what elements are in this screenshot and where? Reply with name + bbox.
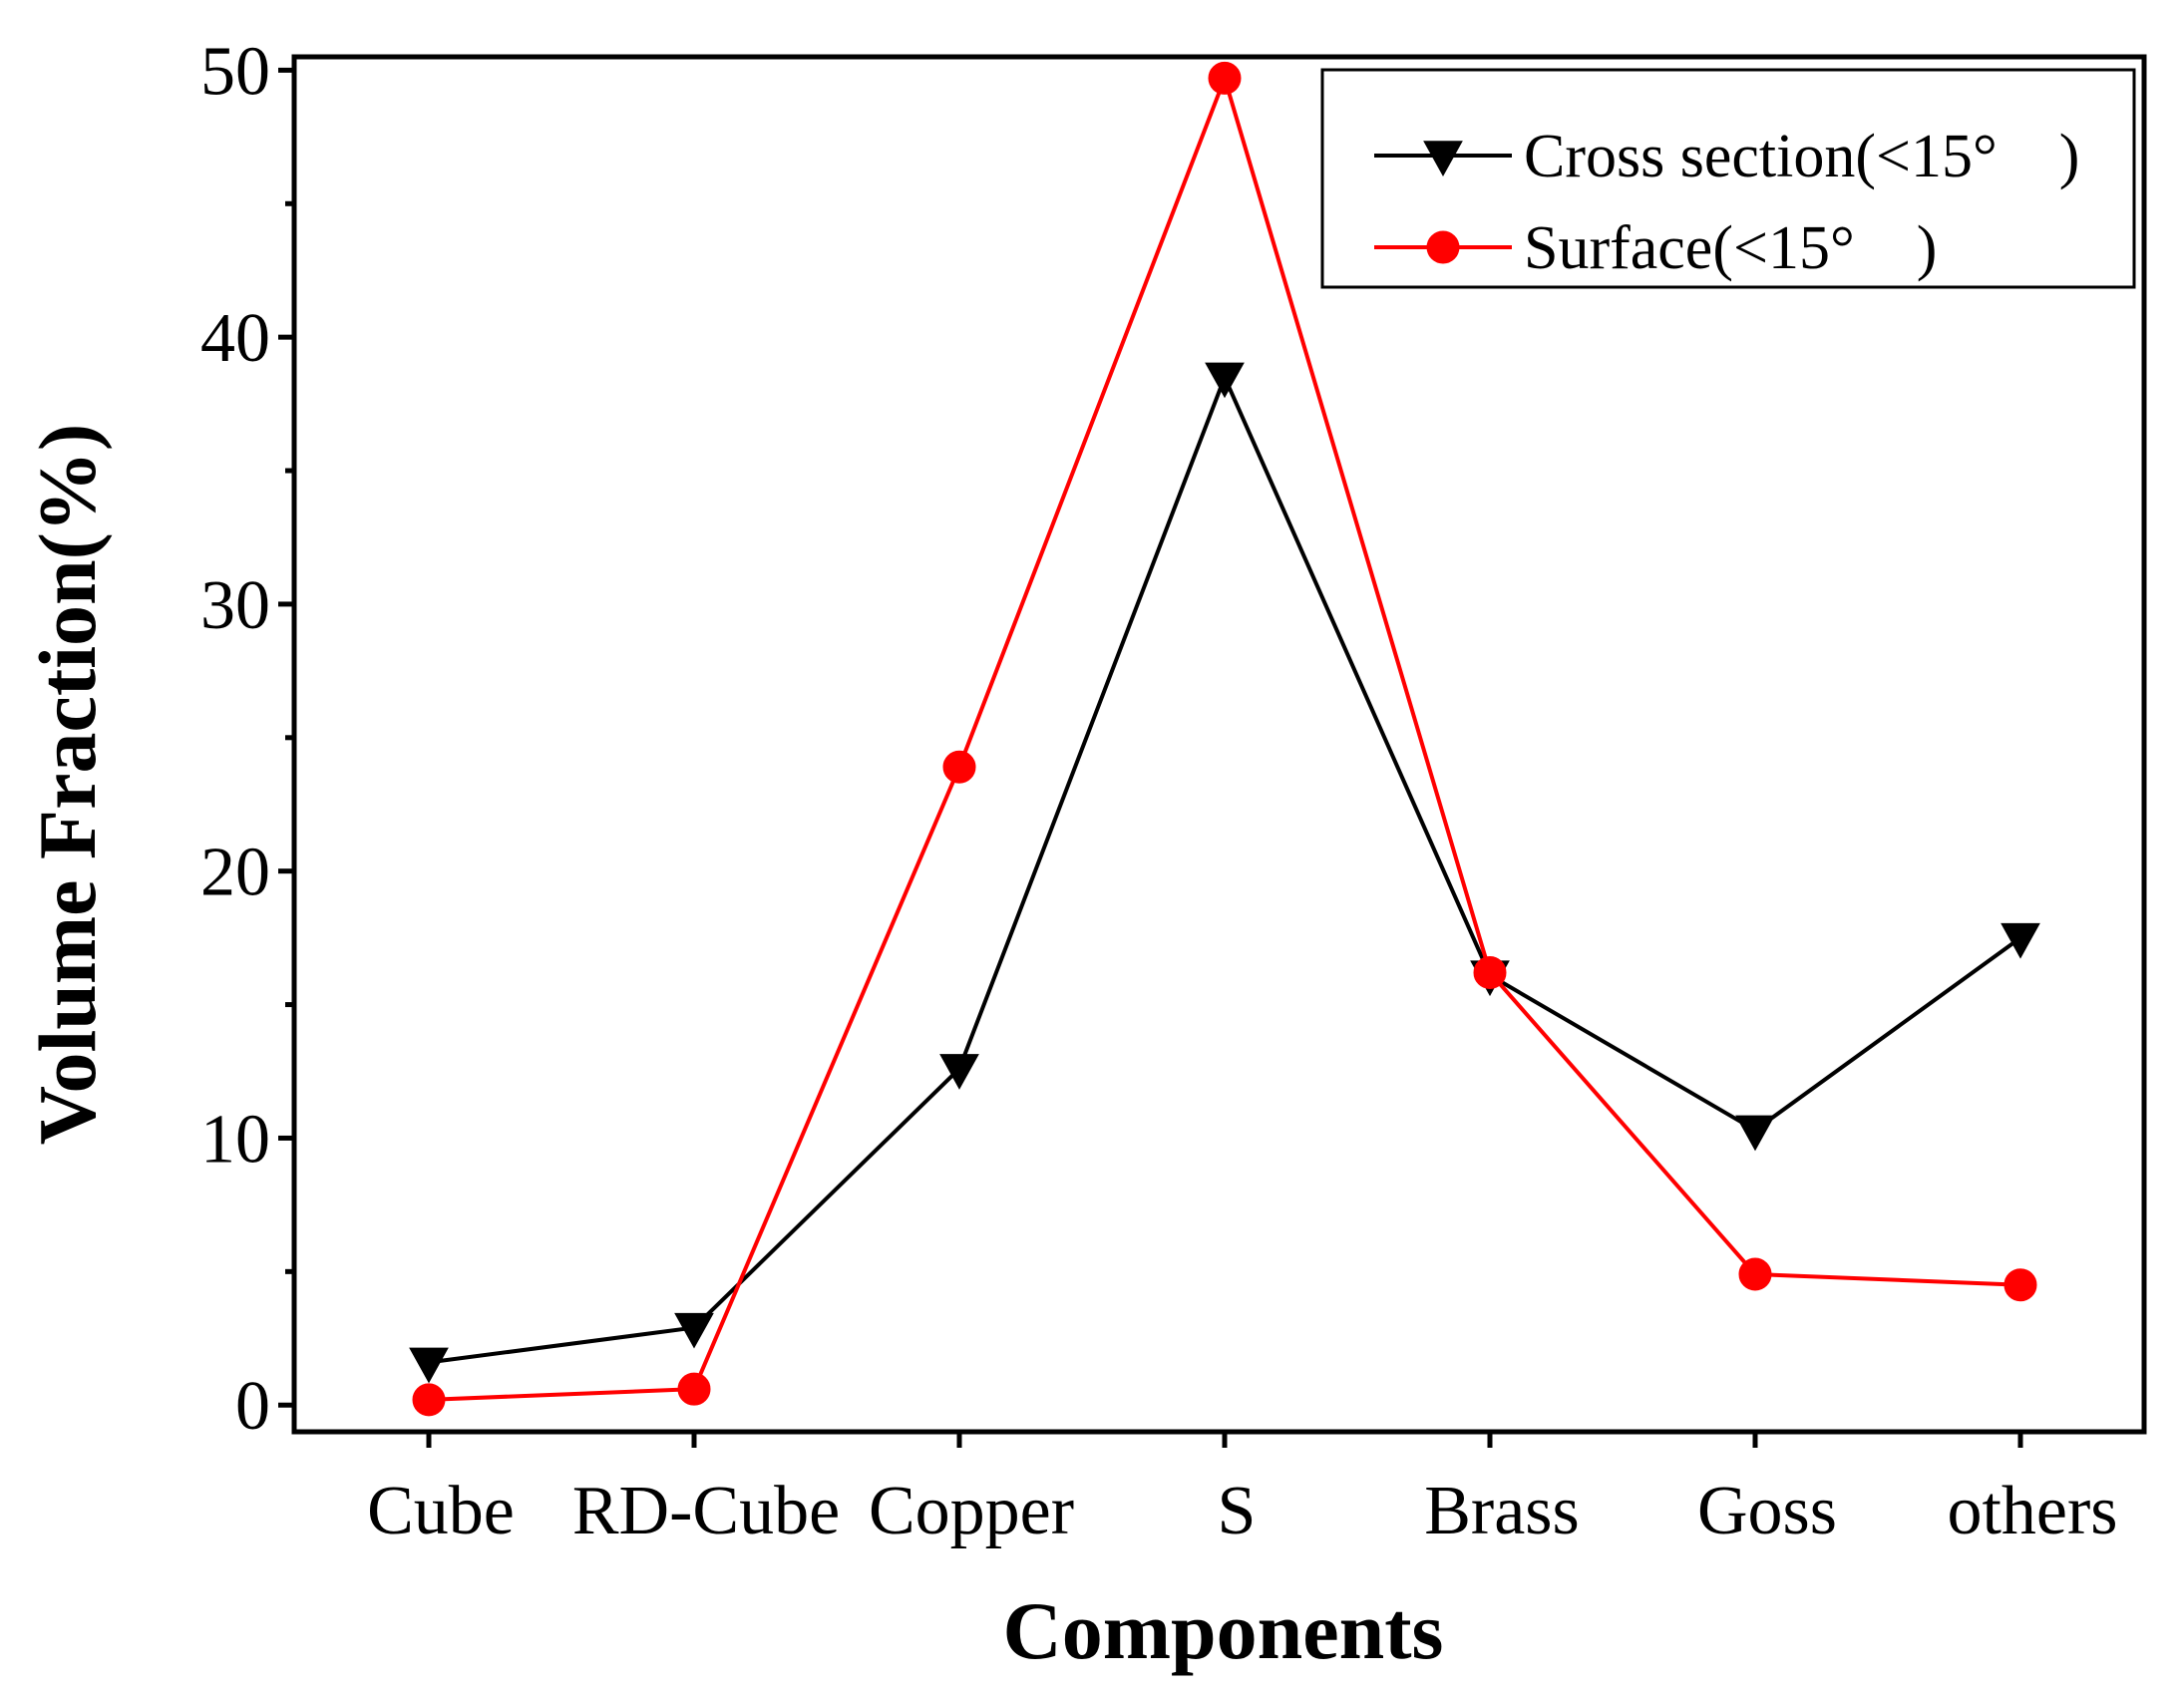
series-1: [409, 362, 2040, 1384]
x-axis-title: Components: [1003, 1585, 1444, 1676]
data-point: [942, 750, 976, 784]
y-tick-labels: 0 10 20 30 40 50: [200, 33, 270, 1445]
x-tick-label: Copper: [869, 1473, 1074, 1549]
legend-label: Surface(<15° ): [1524, 214, 1937, 282]
x-tick-label: others: [1947, 1473, 2117, 1549]
data-point: [2003, 1268, 2037, 1302]
x-tick-label: Cube: [367, 1473, 515, 1549]
data-point: [939, 1054, 979, 1090]
series-layer: [409, 61, 2040, 1417]
x-tick-label: Brass: [1424, 1473, 1580, 1549]
legend-item: Cross section(<15° ): [1374, 123, 2079, 190]
series-2: [412, 61, 2037, 1417]
y-axis-title: Volume Fraction(%): [22, 424, 113, 1145]
x-tick-label: S: [1218, 1473, 1257, 1549]
legend-items: Cross section(<15° ) Surface(<15° ): [1374, 123, 2079, 282]
data-point: [409, 1347, 449, 1384]
data-point: [674, 1312, 714, 1349]
y-tick-label: 20: [200, 835, 270, 911]
y-tick-label: 40: [200, 300, 270, 377]
data-point: [2001, 922, 2040, 959]
plot-frame: [291, 54, 2147, 1435]
legend-marker: [1423, 141, 1463, 176]
data-point: [1738, 1257, 1772, 1291]
legend: Cross section(<15° ) Surface(<15° ): [1320, 68, 2136, 289]
legend-label: Cross section(<15° ): [1524, 123, 2079, 190]
data-point: [1735, 1115, 1775, 1152]
legend-marker: [1426, 230, 1460, 264]
data-point: [1205, 362, 1245, 399]
data-point: [1208, 61, 1242, 95]
data-point: [412, 1383, 446, 1417]
data-point: [1473, 955, 1507, 989]
y-tick-label: 0: [235, 1368, 270, 1445]
x-tick-label: Goss: [1697, 1473, 1837, 1549]
y-tick-label: 30: [200, 567, 270, 644]
y-tick-label: 10: [200, 1101, 270, 1178]
legend-item: Surface(<15° ): [1374, 214, 1937, 282]
y-tick-label: 50: [200, 33, 270, 110]
x-tick-labels: Cube RD-Cube Copper S Brass Goss others: [367, 1473, 2117, 1549]
data-point: [677, 1372, 711, 1406]
x-tick-label: RD-Cube: [572, 1473, 840, 1549]
